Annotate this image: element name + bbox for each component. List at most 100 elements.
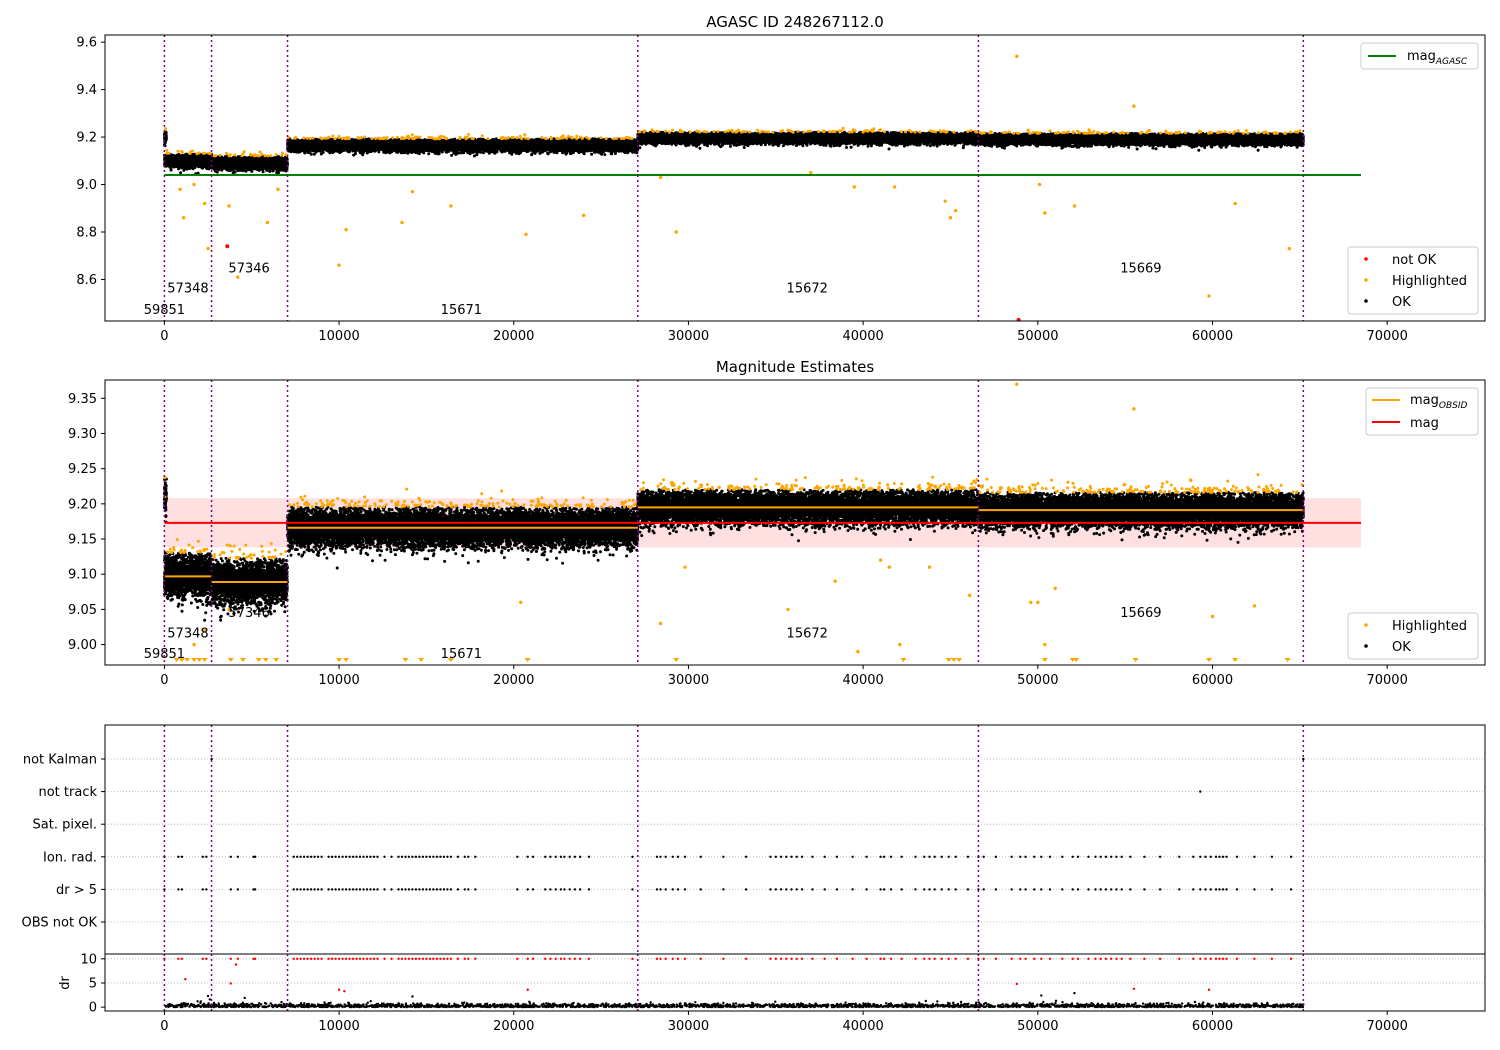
middle-highlighted-outlier — [227, 607, 231, 612]
top-highlighted-outlier — [1043, 211, 1047, 215]
dr-scatter-point — [196, 1000, 199, 1003]
top-highlighted-outlier — [852, 185, 857, 189]
middle-clipped-marker — [336, 658, 343, 662]
middle-highlighted-outlier — [786, 607, 790, 612]
flags-category-label: OBS not OK — [22, 916, 98, 931]
top-highlighted-outlier — [809, 170, 813, 175]
top-highlighted-outlier — [948, 216, 953, 220]
middle-clipped-marker — [1041, 658, 1048, 662]
middle-xtick-label: 20000 — [493, 673, 534, 688]
top-highlighted-points — [212, 150, 289, 158]
top-obsid-label: 57346 — [228, 261, 269, 276]
top-axes-frame — [104, 34, 1486, 322]
dr-axes-frame — [104, 953, 1486, 1012]
middle-clipped-marker — [900, 658, 907, 662]
panel-flags: OBS not OK dr > 5 Ion. rad. Sat. pixel. not … — [22, 724, 1486, 955]
top-highlighted-outlier — [344, 227, 348, 232]
middle-plot-area: 59851 57348 57346 15671 15672 15669 — [144, 380, 1361, 665]
middle-clipped-marker — [262, 658, 269, 662]
middle-highlighted-outlier — [683, 565, 687, 569]
middle-xtick-label: 40000 — [842, 673, 883, 688]
top-highlighted-outlier — [892, 185, 897, 189]
top-axes: 0 10000 20000 30000 40000 50000 60000 70000 8.6 8… — [76, 36, 1408, 344]
top-ytick-label: 8.6 — [76, 273, 97, 288]
dr-xtick-label: 50000 — [1017, 1019, 1058, 1034]
top-obsid-label: 15672 — [787, 282, 828, 297]
top-highlighted-outlier — [1037, 182, 1042, 187]
dr-ylabel: dr — [58, 976, 73, 990]
middle-clipped-marker — [191, 658, 198, 662]
middle-clipped-marker — [227, 658, 234, 662]
legend-mag-obsid-label: magOBSID — [1410, 393, 1468, 411]
top-highlighted-points — [165, 148, 212, 156]
top-xtick-label: 10000 — [318, 329, 359, 344]
middle-ytick-label: 9.30 — [68, 427, 97, 442]
middle-highlighted-outlier — [1210, 614, 1215, 619]
legend-not-ok-dot — [1364, 257, 1368, 261]
middle-ytick-label: 9.10 — [68, 568, 97, 583]
middle-highlighted-outlier — [1053, 586, 1057, 590]
top-highlighted-outlier — [1287, 246, 1292, 251]
dr-xtick-label: 70000 — [1366, 1019, 1407, 1034]
dr-xtick-label: 10000 — [318, 1019, 359, 1034]
top-highlighted-outlier — [1015, 54, 1019, 59]
flags-axes: OBS not OK dr > 5 Ion. rad. Sat. pixel. not … — [22, 753, 105, 931]
dr-scatter-point — [206, 994, 210, 998]
legend-highlighted-dot — [1364, 278, 1368, 282]
middle-highlighted-outlier — [202, 628, 207, 633]
middle-clipped-marker — [1232, 658, 1239, 662]
middle-obsid-label: 57346 — [228, 606, 269, 621]
top-xtick-label: 30000 — [668, 329, 709, 344]
top-title: AGASC ID 248267112.0 — [706, 13, 884, 31]
dr-scatter-point — [208, 998, 212, 1001]
top-xtick-label: 70000 — [1366, 329, 1407, 344]
top-xtick-label: 40000 — [842, 329, 883, 344]
top-highlighted-outlier — [674, 230, 678, 234]
middle-xtick-label: 30000 — [668, 673, 709, 688]
dr-ytick-label: 0 — [89, 1001, 97, 1016]
top-highlighted-outlier — [1132, 104, 1136, 108]
middle-obsid-label: 15672 — [787, 627, 828, 642]
top-highlighted-points — [978, 128, 1302, 135]
top-ok-points — [163, 152, 214, 176]
flags-category-label: Sat. pixel. — [33, 818, 97, 833]
dr-scatter-point — [1040, 994, 1043, 997]
top-highlighted-outlier — [236, 275, 240, 279]
middle-highlighted-outlier — [1015, 382, 1019, 386]
top-highlighted-outlier — [524, 232, 528, 237]
top-ok-points — [210, 154, 290, 175]
top-ok-points — [162, 130, 168, 148]
middle-obsid-label: 57348 — [167, 627, 208, 642]
top-highlighted-outlier — [581, 213, 586, 218]
middle-clipped-marker — [173, 658, 180, 662]
dr-scatter-point — [411, 995, 414, 998]
middle-highlighted-points — [977, 473, 1304, 494]
dr-scatter-point — [526, 988, 529, 991]
top-xtick-label: 0 — [160, 329, 168, 344]
middle-highlighted-outlier — [898, 642, 902, 647]
middle-highlighted-outlier — [1132, 407, 1136, 411]
middle-xtick-label: 50000 — [1017, 673, 1058, 688]
dr-scatter-point — [1207, 988, 1211, 991]
flags-plot-area — [105, 725, 1485, 954]
top-highlighted-points — [286, 132, 634, 141]
top-highlighted-points — [637, 126, 979, 134]
middle-clipped-marker — [418, 658, 425, 662]
middle-clipped-marker — [524, 658, 531, 662]
top-ytick-label: 9.4 — [76, 83, 97, 98]
dr-points — [164, 999, 1305, 1009]
legend-ok-dot — [1364, 299, 1368, 303]
top-ytick-label: 9.6 — [76, 36, 97, 51]
middle-highlighted-points — [287, 487, 639, 509]
top-not-ok-point — [225, 244, 230, 249]
top-highlighted-outlier — [227, 204, 231, 208]
top-legend-upper: magAGASC — [1360, 42, 1479, 70]
top-highlighted-outlier — [181, 216, 186, 220]
middle-clipped-marker — [240, 658, 246, 662]
middle-clipped-marker — [1206, 658, 1212, 662]
top-ytick-label: 8.8 — [76, 225, 97, 240]
legend-mid-ok-dot — [1364, 644, 1368, 648]
middle-clipped-marker — [956, 658, 963, 662]
dr-scatter-point — [1073, 991, 1076, 995]
